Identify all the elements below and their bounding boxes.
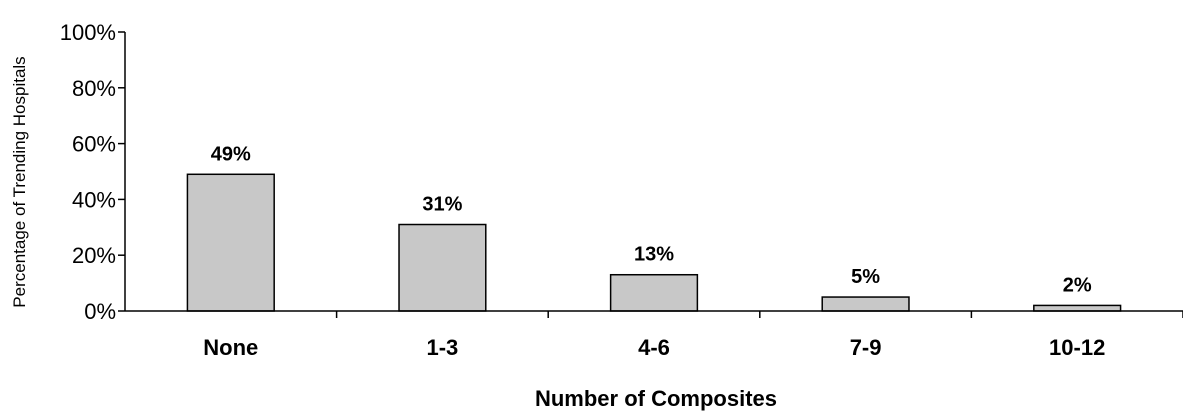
data-labels: 49% 31% 13% 5% 2% (211, 143, 1092, 296)
data-label-10-12: 2% (1063, 274, 1092, 296)
y-axis-title: Percentage of Trending Hospitals (10, 56, 29, 307)
category-label-4-6: 4-6 (638, 335, 670, 360)
category-label-10-12: 10-12 (1049, 335, 1105, 360)
x-axis-ticks: None 1-3 4-6 7-9 10-12 (203, 311, 1183, 360)
bar-7-9 (821, 296, 910, 312)
y-tick-label: 20% (72, 243, 116, 268)
bar-10-12 (1033, 304, 1122, 312)
x-axis-title: Number of Composites (535, 386, 777, 411)
y-tick-label: 80% (72, 76, 116, 101)
data-label-7-9: 5% (851, 266, 880, 288)
bar-4-6 (609, 273, 699, 312)
bars (186, 173, 1122, 312)
category-label-7-9: 7-9 (850, 335, 882, 360)
bar-None (186, 173, 275, 312)
y-tick-label: 60% (72, 132, 116, 157)
y-tick-label: 40% (72, 187, 116, 212)
y-tick-label: 0% (84, 299, 116, 324)
y-axis-ticks: 0% 20% 40% 60% 80% 100% (60, 20, 125, 324)
category-label-1-3: 1-3 (427, 335, 459, 360)
category-label-None: None (203, 335, 258, 360)
bar-1-3 (398, 223, 487, 312)
y-tick-label: 100% (60, 20, 116, 45)
data-label-1-3: 31% (422, 194, 462, 216)
data-label-None: 49% (211, 143, 251, 165)
data-label-4-6: 13% (634, 244, 674, 266)
